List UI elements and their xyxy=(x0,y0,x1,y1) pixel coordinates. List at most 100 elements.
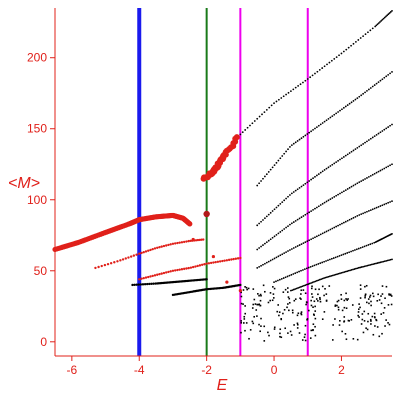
data-point xyxy=(327,259,329,262)
data-point xyxy=(296,271,299,274)
data-point xyxy=(240,331,242,334)
data-point xyxy=(147,249,150,252)
axes xyxy=(54,8,392,357)
data-point xyxy=(153,247,157,250)
data-point xyxy=(165,271,168,274)
data-point xyxy=(142,251,145,254)
data-point xyxy=(383,76,386,79)
data-point xyxy=(306,133,309,135)
y-tick-label: 50 xyxy=(34,264,48,278)
data-point xyxy=(178,268,181,271)
data-point xyxy=(359,288,362,290)
y-tick-label: 200 xyxy=(27,51,47,65)
data-point xyxy=(338,324,341,326)
data-point xyxy=(259,330,261,333)
data-point xyxy=(257,303,259,306)
data-point xyxy=(296,245,299,247)
data-point xyxy=(245,322,248,324)
data-point xyxy=(327,229,330,232)
data-point xyxy=(365,284,368,287)
data-point xyxy=(281,201,284,204)
data-point xyxy=(384,325,386,327)
data-point xyxy=(381,18,384,21)
data-point xyxy=(321,170,324,173)
data-point xyxy=(312,129,314,131)
data-point xyxy=(376,262,379,264)
data-point xyxy=(138,278,141,281)
data-point xyxy=(290,90,292,92)
data-point xyxy=(160,272,163,275)
data-point xyxy=(308,180,311,182)
data-point xyxy=(345,338,348,341)
data-point xyxy=(275,161,278,164)
data-point xyxy=(319,171,322,174)
data-point xyxy=(306,181,309,184)
data-point xyxy=(203,210,210,218)
data-point xyxy=(319,123,322,126)
data-point xyxy=(279,231,282,233)
data-point xyxy=(383,167,386,170)
y-tick-label: 150 xyxy=(27,122,47,136)
data-point xyxy=(347,269,350,272)
data-point xyxy=(271,299,274,302)
data-point xyxy=(364,178,366,180)
data-point xyxy=(239,283,242,287)
data-point xyxy=(388,12,391,14)
data-point xyxy=(121,258,125,261)
data-point xyxy=(326,276,328,279)
x-axis-title: E xyxy=(217,377,228,394)
data-point xyxy=(388,323,391,326)
data-point xyxy=(363,265,366,268)
data-point xyxy=(318,68,321,71)
data-point xyxy=(343,299,346,302)
data-point xyxy=(387,322,389,324)
data-point xyxy=(94,266,97,270)
data-point xyxy=(194,265,197,268)
data-point xyxy=(318,278,321,281)
data-point xyxy=(252,322,255,325)
data-point xyxy=(294,288,297,290)
data-point xyxy=(352,100,355,102)
data-point xyxy=(382,260,385,263)
data-point xyxy=(282,291,285,293)
data-point xyxy=(310,299,312,302)
data-point xyxy=(307,266,310,269)
data-point xyxy=(341,108,343,111)
data-point xyxy=(97,265,100,269)
data-point xyxy=(290,289,292,292)
data-point xyxy=(358,303,360,305)
data-point xyxy=(258,182,261,185)
data-point xyxy=(232,257,235,261)
data-point xyxy=(375,262,378,265)
data-point xyxy=(330,274,333,277)
data-point xyxy=(331,163,334,166)
data-point xyxy=(191,237,195,242)
data-point xyxy=(264,290,266,293)
data-point xyxy=(277,98,280,101)
data-point xyxy=(285,251,287,254)
data-point xyxy=(373,241,376,244)
data-point xyxy=(240,295,243,298)
data-point xyxy=(187,239,190,243)
data-point xyxy=(214,260,217,264)
data-point xyxy=(244,129,247,131)
data-point xyxy=(308,309,310,312)
data-point xyxy=(375,206,378,209)
data-point xyxy=(304,284,307,287)
data-point xyxy=(375,318,377,321)
data-point xyxy=(267,239,270,242)
data-point xyxy=(349,269,352,272)
data-point xyxy=(369,296,371,298)
data-point xyxy=(296,327,299,329)
data-point xyxy=(167,243,170,247)
data-point xyxy=(294,298,297,300)
data-point xyxy=(310,282,313,284)
data-point xyxy=(358,145,361,148)
data-point xyxy=(268,334,270,337)
data-point xyxy=(152,282,155,285)
data-point xyxy=(139,283,143,286)
vertical-lines xyxy=(137,8,309,356)
data-point xyxy=(304,134,307,137)
data-point xyxy=(369,263,372,266)
data-point xyxy=(292,247,295,249)
